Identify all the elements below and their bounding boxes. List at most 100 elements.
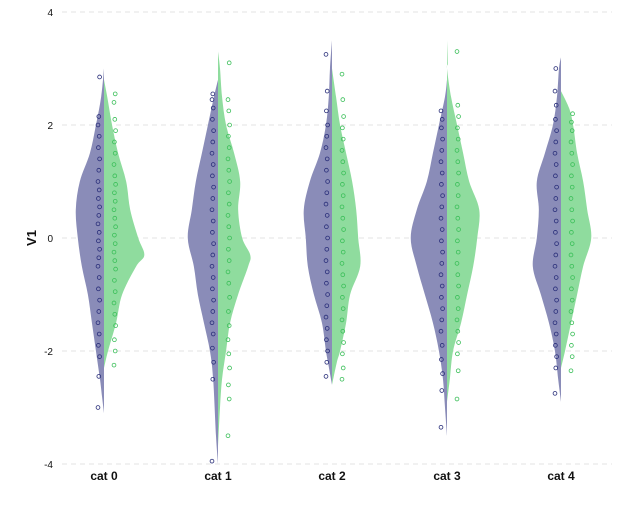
data-point-right bbox=[569, 354, 575, 359]
data-point-left bbox=[324, 88, 330, 94]
data-point-left bbox=[211, 297, 216, 303]
data-point-right bbox=[455, 295, 460, 300]
data-point-right bbox=[568, 309, 574, 314]
data-point-right bbox=[226, 145, 232, 150]
data-point-right bbox=[570, 111, 575, 116]
data-point-right bbox=[455, 136, 461, 142]
data-point-right bbox=[454, 317, 460, 323]
data-point-right bbox=[339, 204, 345, 210]
data-point-left bbox=[554, 128, 559, 133]
y-axis-ticks: -4 -2 0 2 4 bbox=[44, 8, 53, 471]
data-point-left bbox=[553, 275, 559, 280]
data-point-right bbox=[225, 156, 231, 162]
data-point-left bbox=[96, 134, 102, 139]
data-point-left bbox=[97, 204, 102, 210]
data-point-right bbox=[111, 300, 117, 306]
data-point-left bbox=[552, 320, 558, 326]
data-point-left bbox=[553, 230, 558, 235]
data-point-left bbox=[440, 136, 445, 142]
data-point-right bbox=[226, 323, 232, 328]
x-category-label: cat 0 bbox=[90, 469, 118, 483]
data-point-left bbox=[210, 196, 216, 201]
data-point-left bbox=[96, 213, 102, 218]
data-point-right bbox=[339, 317, 345, 323]
data-point-right bbox=[112, 348, 118, 354]
data-point-left bbox=[323, 145, 329, 150]
data-point-left bbox=[211, 184, 216, 190]
data-point-left bbox=[96, 309, 102, 314]
data-point-right bbox=[340, 306, 346, 311]
data-point-left bbox=[324, 359, 330, 365]
data-point-right bbox=[340, 328, 346, 334]
data-point-right bbox=[340, 125, 345, 131]
data-point-right bbox=[569, 286, 574, 292]
data-point-right bbox=[111, 249, 117, 255]
data-point-left bbox=[553, 286, 558, 292]
data-point-left bbox=[95, 405, 101, 410]
data-point-right bbox=[454, 396, 460, 402]
data-point-left bbox=[324, 280, 329, 286]
data-point-right bbox=[456, 114, 461, 119]
data-point-right bbox=[112, 278, 117, 283]
data-point-left bbox=[210, 105, 216, 111]
data-point-left bbox=[97, 247, 102, 252]
data-point-left bbox=[554, 241, 559, 246]
data-point-right bbox=[226, 167, 232, 173]
data-point-left bbox=[438, 424, 444, 430]
data-point-right bbox=[112, 232, 117, 238]
violin-right-half bbox=[561, 91, 592, 368]
data-point-left bbox=[325, 122, 330, 128]
data-point-left bbox=[96, 255, 102, 261]
data-point-right bbox=[112, 150, 118, 156]
data-point-left bbox=[210, 275, 216, 280]
data-point-right bbox=[455, 125, 460, 131]
x-category-label: cat 1 bbox=[204, 469, 232, 483]
data-point-right bbox=[112, 289, 118, 294]
data-point-right bbox=[340, 97, 346, 102]
data-point-right bbox=[340, 136, 346, 142]
data-point-left bbox=[553, 365, 559, 371]
data-point-left bbox=[323, 374, 329, 379]
data-point-right bbox=[569, 320, 575, 326]
data-point-right bbox=[339, 376, 345, 382]
data-point-left bbox=[553, 218, 559, 224]
data-point-right bbox=[227, 122, 232, 128]
data-point-left bbox=[210, 139, 216, 145]
data-point-right bbox=[341, 114, 346, 119]
data-point-right bbox=[112, 173, 118, 179]
data-point-left bbox=[324, 247, 330, 252]
data-point-left bbox=[95, 179, 101, 184]
data-point-left bbox=[211, 359, 216, 365]
data-point-right bbox=[570, 331, 575, 337]
data-point-left bbox=[210, 252, 216, 258]
data-point-right bbox=[341, 340, 346, 345]
data-point-right bbox=[455, 102, 461, 108]
data-point-right bbox=[339, 148, 345, 153]
data-point-left bbox=[438, 159, 444, 165]
data-point-left bbox=[324, 190, 330, 196]
data-point-right bbox=[112, 91, 118, 97]
data-point-left bbox=[438, 272, 444, 278]
data-point-left bbox=[95, 221, 101, 227]
data-point-left bbox=[325, 292, 330, 297]
data-point-right bbox=[569, 241, 575, 246]
data-point-right bbox=[568, 139, 574, 145]
data-point-left bbox=[96, 343, 101, 348]
data-point-right bbox=[569, 207, 575, 213]
data-point-left bbox=[324, 156, 330, 162]
data-point-left bbox=[440, 193, 445, 198]
data-point-right bbox=[111, 362, 117, 368]
data-point-right bbox=[113, 182, 118, 187]
data-point-right bbox=[569, 343, 574, 348]
data-point-right bbox=[113, 128, 118, 133]
data-point-left bbox=[553, 252, 559, 258]
data-point-right bbox=[226, 247, 231, 252]
data-point-left bbox=[96, 167, 102, 173]
data-point-right bbox=[226, 280, 232, 286]
data-point-right bbox=[569, 128, 575, 133]
data-point-right bbox=[455, 328, 461, 334]
data-point-right bbox=[227, 179, 232, 184]
data-point-right bbox=[341, 170, 346, 176]
data-point-right bbox=[226, 224, 232, 230]
data-point-right bbox=[225, 269, 231, 275]
